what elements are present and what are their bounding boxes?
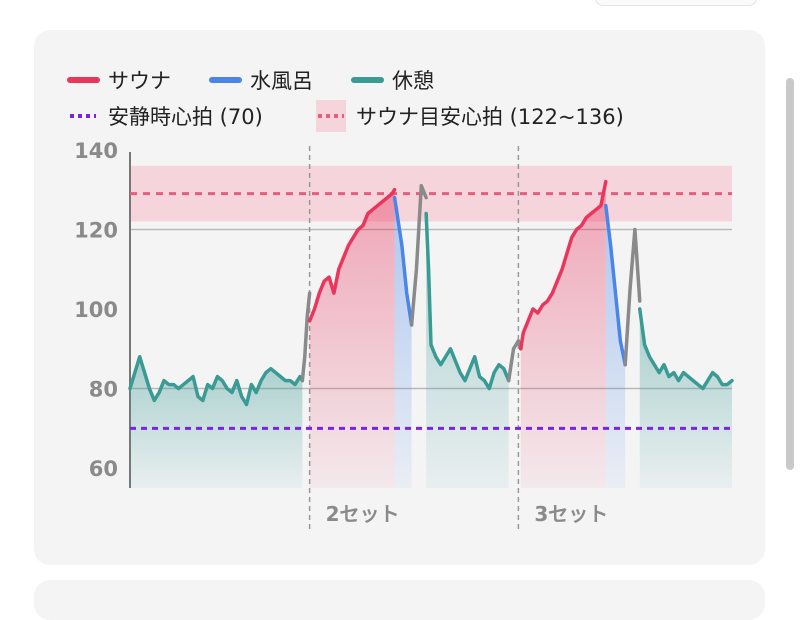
heart-rate-chart-card: サウナ 水風呂 休憩安静時心拍 (70) サウナ目安心拍 (122~136) 60 80 1… bbox=[34, 30, 765, 565]
scrollbar[interactable] bbox=[786, 78, 794, 470]
y-tick-label-60: 60 bbox=[89, 457, 118, 481]
y-tick-label-100: 100 bbox=[74, 298, 118, 322]
other-line-6 bbox=[506, 339, 523, 383]
water-line-8 bbox=[604, 203, 627, 367]
rest-line-10 bbox=[638, 307, 734, 391]
legend-label-resting_hr: 安静時心拍 (70) bbox=[108, 105, 263, 129]
sauna-area-7 bbox=[520, 181, 606, 488]
rest-area-5 bbox=[426, 213, 509, 489]
legend-label-sauna: サウナ bbox=[108, 69, 171, 93]
other-line-9 bbox=[623, 227, 642, 367]
rest-line-0 bbox=[128, 354, 305, 407]
rest-area-10 bbox=[639, 309, 732, 488]
water-area-8 bbox=[605, 205, 626, 489]
period-selector-pill[interactable] bbox=[595, 0, 757, 6]
y-tick-label-80: 80 bbox=[89, 378, 118, 402]
sauna-line-2 bbox=[307, 187, 397, 323]
legend-label-rest: 休憩 bbox=[392, 69, 434, 93]
set-marker-label-2: 2セット bbox=[326, 502, 400, 526]
sauna-area-2 bbox=[309, 189, 395, 488]
sauna-line-7 bbox=[519, 179, 608, 351]
water-area-3 bbox=[394, 197, 412, 488]
y-tick-label-140: 140 bbox=[74, 139, 118, 163]
rest-line-5 bbox=[424, 211, 511, 391]
legend-label-sauna_target: サウナ目安心拍 (122~136) bbox=[356, 105, 624, 129]
section-title-fragment bbox=[40, 0, 290, 6]
set-marker-label-3: 3セット bbox=[534, 502, 608, 526]
plan-notice-card bbox=[34, 580, 765, 620]
water-line-3 bbox=[392, 195, 414, 327]
y-tick-label-120: 120 bbox=[74, 218, 118, 242]
other-line-4 bbox=[409, 183, 428, 327]
other-line-1 bbox=[300, 291, 312, 383]
legend-label-water: 水風呂 bbox=[250, 69, 313, 93]
